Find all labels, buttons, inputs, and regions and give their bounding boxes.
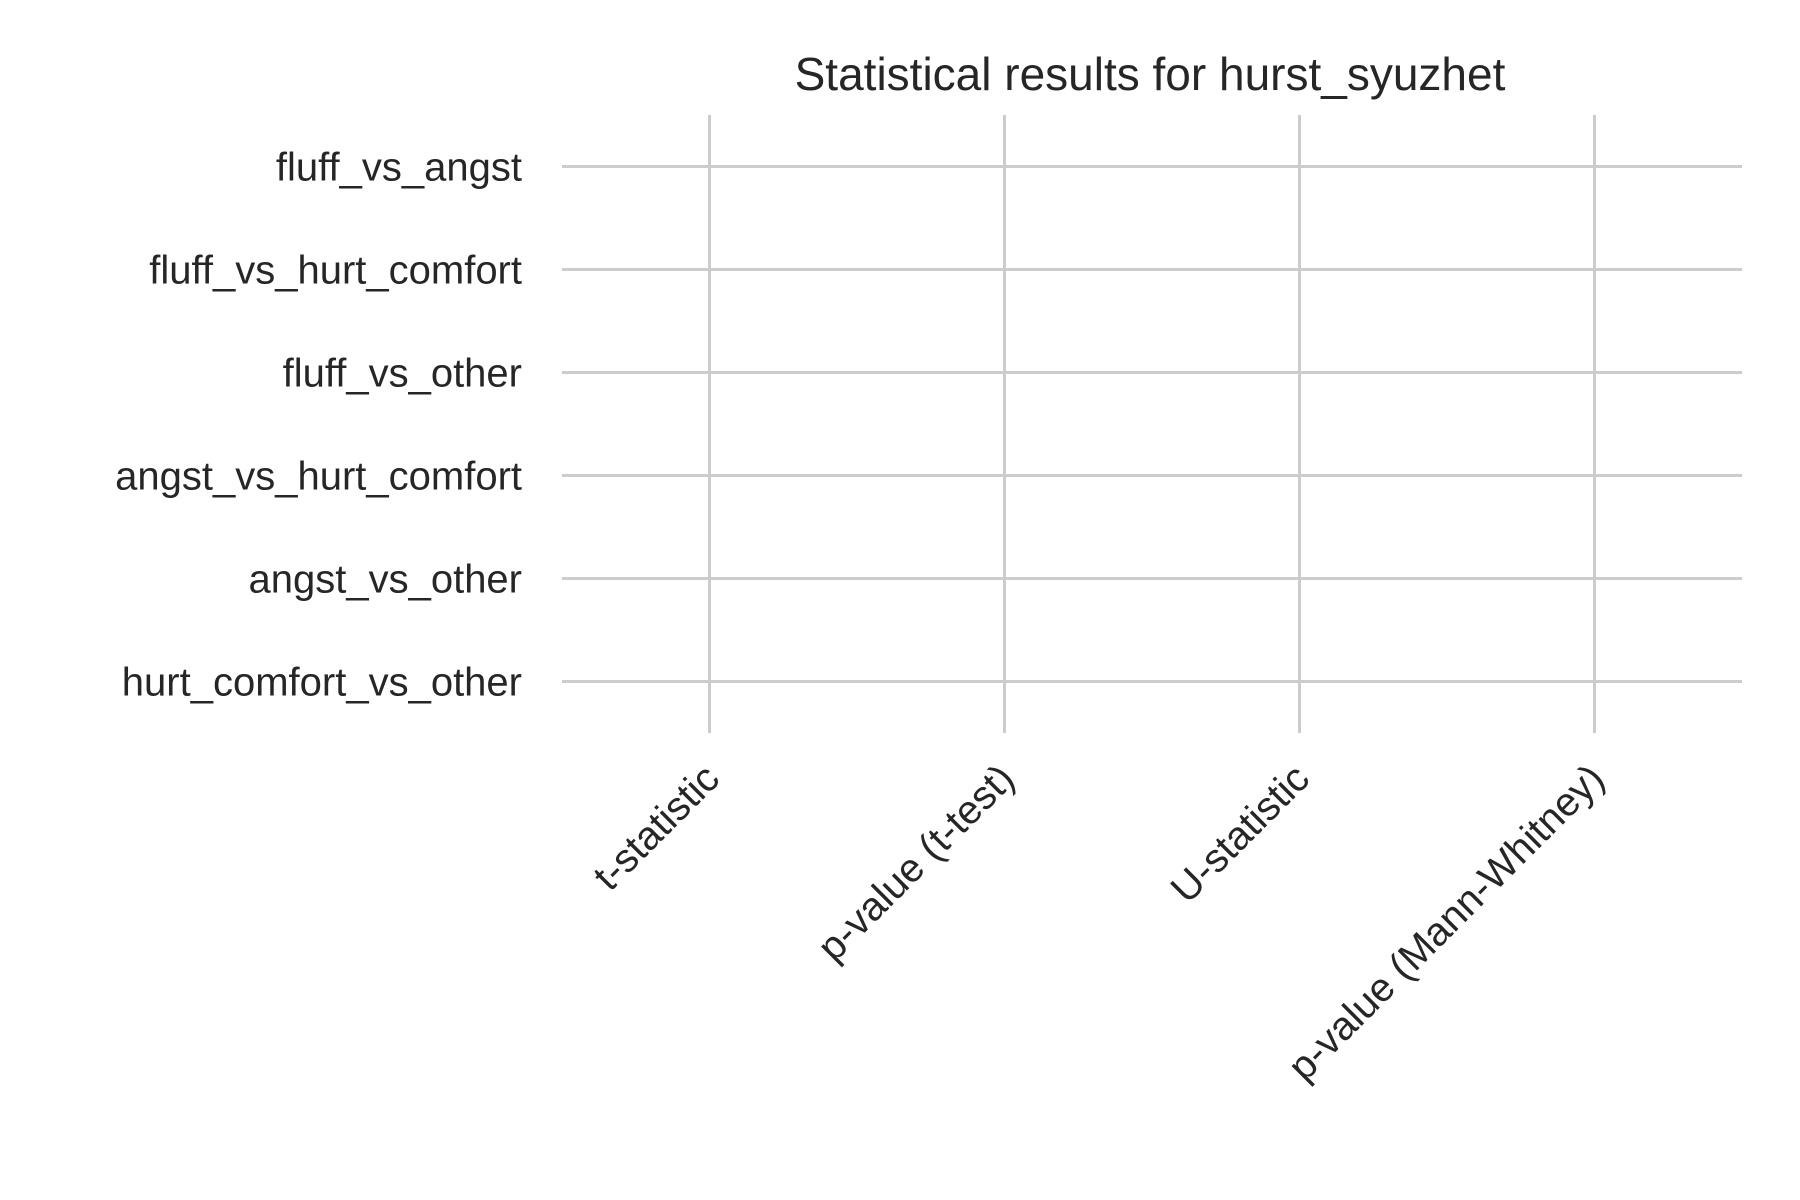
- y-tick-label: hurt_comfort_vs_other: [122, 661, 522, 705]
- y-tick-label: angst_vs_other: [248, 558, 522, 602]
- x-tick-label: p-value (Mann-Whitney): [1280, 756, 1613, 1089]
- y-tick-label: fluff_vs_angst: [276, 146, 522, 190]
- x-axis-tick-labels: t-statistic p-value (t-test) U-statisticp-…: [585, 756, 1613, 1089]
- x-tick-label: p-value (t-test): [809, 756, 1022, 969]
- horizontal-grid-lines: [562, 165, 1742, 683]
- x-tick-label: U-statistic: [1163, 756, 1318, 911]
- y-tick-label: fluff_vs_hurt_comfort: [149, 249, 522, 293]
- y-tick-label: fluff_vs_other: [283, 352, 522, 396]
- y-tick-label: angst_vs_hurt_comfort: [115, 455, 522, 499]
- y-axis-tick-labels: fluff_vs_angst fluff_vs_hurt_comfortfluff…: [115, 146, 522, 705]
- x-tick-label: t-statistic: [585, 756, 728, 899]
- chart-title: Statistical results for hurst_syuzhet: [795, 48, 1506, 100]
- vertical-grid-lines: [708, 115, 1596, 733]
